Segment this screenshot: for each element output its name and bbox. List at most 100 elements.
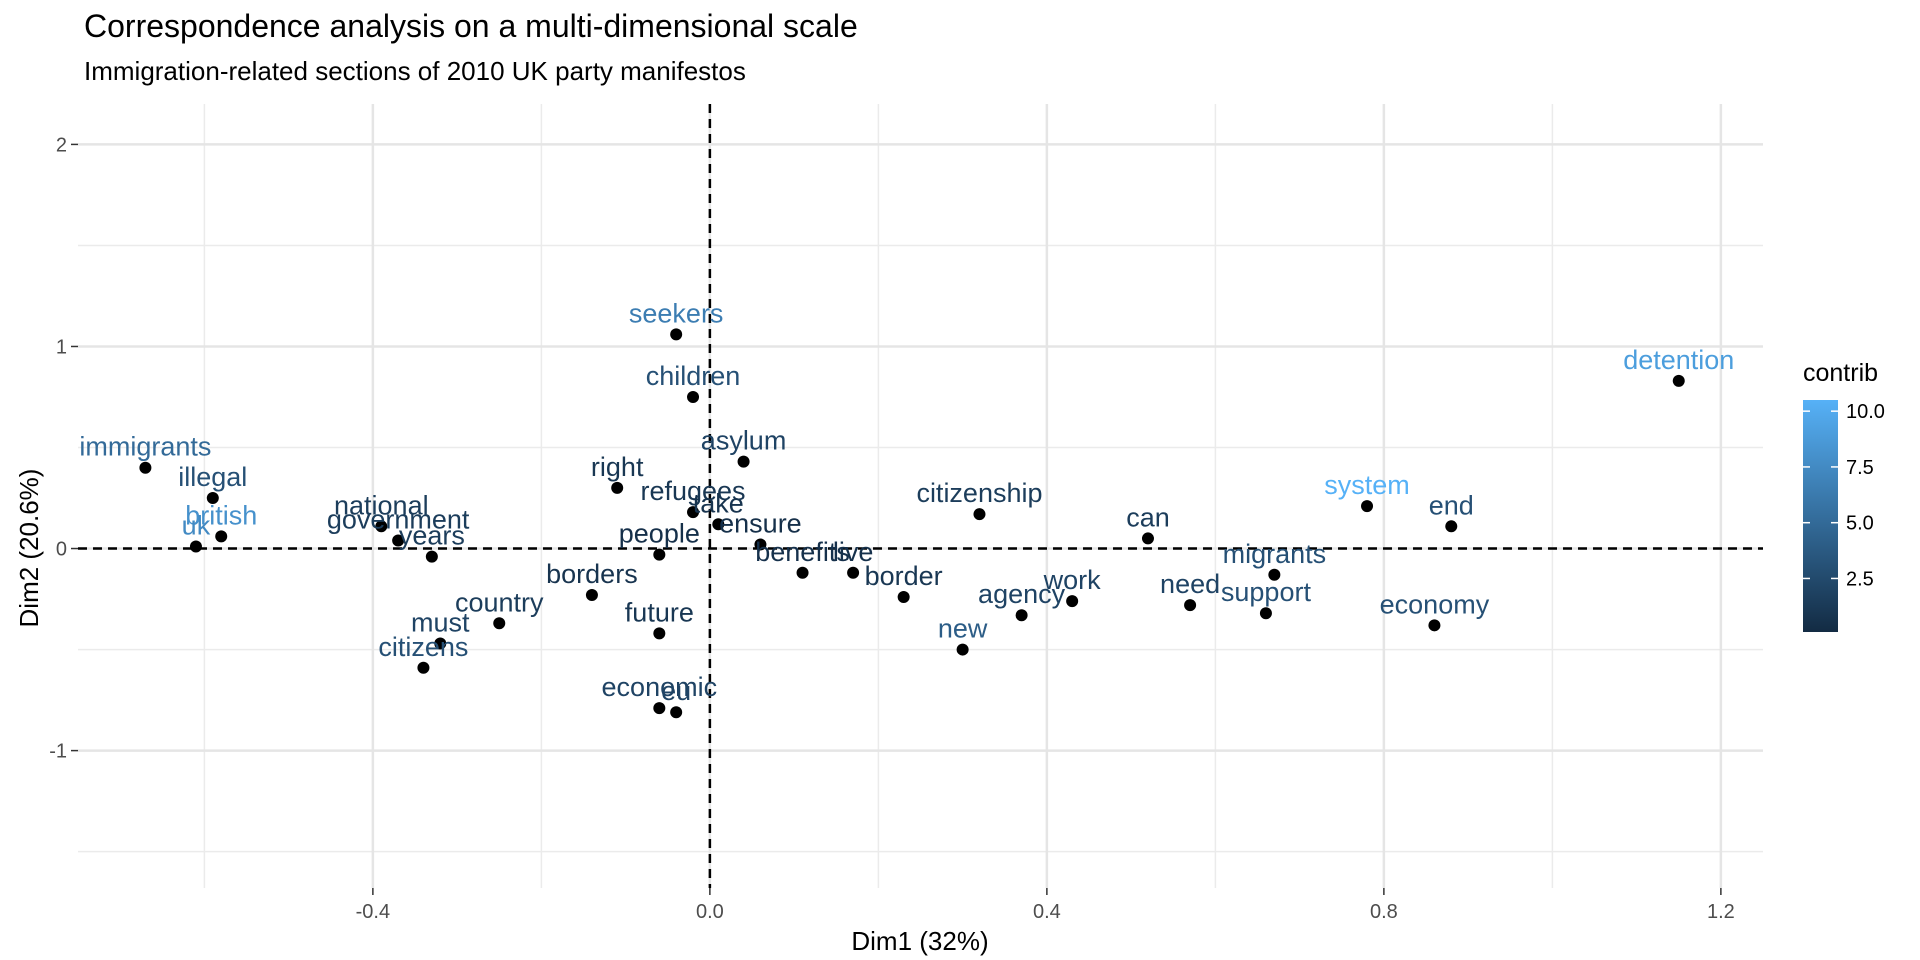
x-tick-label: 0.4 xyxy=(1033,901,1061,923)
point-label-future: future xyxy=(625,597,694,627)
point-label-detention: detention xyxy=(1623,345,1734,375)
x-tick-label: -0.4 xyxy=(356,901,390,923)
point-label-agency: agency xyxy=(978,579,1066,609)
data-point-refugees xyxy=(687,506,700,519)
legend-title: contrib xyxy=(1803,359,1878,387)
point-label-seekers: seekers xyxy=(629,298,724,328)
point-label-borders: borders xyxy=(546,559,638,589)
legend: contrib 10.0 7.5 5.0 2.5 xyxy=(1803,359,1885,632)
point-label-benefits: benefits xyxy=(755,537,850,567)
data-point-take xyxy=(712,518,725,531)
axes: -0.4 0.0 0.4 0.8 1.2 -1 0 1 2 xyxy=(49,104,1763,923)
data-point-immigrants xyxy=(139,461,152,474)
point-label-uk: uk xyxy=(182,511,211,541)
point-label-years: years xyxy=(399,521,465,551)
point-label-new: new xyxy=(938,614,988,644)
data-point-country xyxy=(493,617,506,630)
data-point-detention xyxy=(1672,374,1685,387)
y-tick-label: -1 xyxy=(49,741,67,763)
data-point-eu xyxy=(670,706,683,719)
point-label-eu: eu xyxy=(661,676,691,706)
data-point-people xyxy=(653,548,666,561)
point-label-citizenship: citizenship xyxy=(916,478,1042,508)
legend-tick-label: 5.0 xyxy=(1846,513,1874,535)
point-label-economic: economic xyxy=(602,672,718,702)
grid xyxy=(78,104,1763,888)
data-point-economy xyxy=(1428,619,1441,632)
y-axis-title: Dim2 (20.6%) xyxy=(14,469,44,628)
legend-ticks: 10.0 7.5 5.0 2.5 xyxy=(1803,401,1885,590)
data-point-live xyxy=(847,566,860,579)
data-point-uk xyxy=(189,540,202,553)
data-point-citizens xyxy=(417,661,430,674)
data-point-agency xyxy=(1015,609,1028,622)
point-label-support: support xyxy=(1221,577,1312,607)
point-label-work: work xyxy=(1043,565,1102,595)
y-tick-label: 2 xyxy=(56,134,67,156)
point-label-economy: economy xyxy=(1380,589,1490,619)
data-point-economic xyxy=(653,702,666,715)
point-label-refugees: refugees xyxy=(640,476,745,506)
data-point-seekers xyxy=(670,328,683,341)
point-label-people: people xyxy=(619,519,700,549)
point-label-children: children xyxy=(646,361,741,391)
data-point-years xyxy=(425,550,438,563)
point-label-asylum: asylum xyxy=(701,426,787,456)
data-point-must xyxy=(434,637,447,650)
legend-tick-label: 7.5 xyxy=(1846,457,1874,479)
data-point-future xyxy=(653,627,666,640)
data-point-benefits xyxy=(796,566,809,579)
data-point-illegal xyxy=(206,492,219,505)
data-point-can xyxy=(1141,532,1154,545)
chart-title: Correspondence analysis on a multi-dimen… xyxy=(84,8,858,44)
data-point-british xyxy=(215,530,228,543)
point-label-national: national xyxy=(334,490,429,520)
data-point-support xyxy=(1259,607,1272,620)
legend-colorbar xyxy=(1803,400,1838,632)
point-label-right: right xyxy=(591,452,644,482)
data-point-new xyxy=(956,643,969,656)
x-tick-label: 0.8 xyxy=(1370,901,1398,923)
point-label-ensure: ensure xyxy=(719,508,802,538)
point-label-immigrants: immigrants xyxy=(79,432,211,462)
data-point-right xyxy=(611,481,624,494)
legend-tick-label: 10.0 xyxy=(1846,401,1885,423)
point-label-take: take xyxy=(693,488,744,518)
point-label-migrants: migrants xyxy=(1223,539,1327,569)
x-axis-title: Dim1 (32%) xyxy=(851,926,988,956)
chart-subtitle: Immigration-related sections of 2010 UK … xyxy=(84,56,746,86)
legend-tick-label: 2.5 xyxy=(1846,568,1874,590)
data-point-border xyxy=(897,591,910,604)
data-points xyxy=(139,328,1685,719)
point-label-end: end xyxy=(1429,490,1474,520)
point-label-british: british xyxy=(185,500,257,530)
data-point-end xyxy=(1445,520,1458,533)
x-tick-label: 1.2 xyxy=(1707,901,1735,923)
point-label-border: border xyxy=(865,561,943,591)
data-point-asylum xyxy=(737,455,750,468)
point-label-must: must xyxy=(411,608,470,638)
data-point-ensure xyxy=(754,538,767,551)
y-tick-label: 1 xyxy=(56,336,67,358)
data-point-government xyxy=(392,534,405,547)
point-label-government: government xyxy=(327,504,470,534)
x-tick-label: 0.0 xyxy=(696,901,724,923)
point-label-need: need xyxy=(1160,569,1220,599)
point-label-citizens: citizens xyxy=(378,632,468,662)
point-label-illegal: illegal xyxy=(178,462,247,492)
data-point-migrants xyxy=(1268,568,1281,581)
data-point-system xyxy=(1361,500,1374,513)
point-label-can: can xyxy=(1126,502,1170,532)
data-point-need xyxy=(1184,599,1197,612)
data-point-children xyxy=(687,390,700,403)
data-point-national xyxy=(375,520,388,533)
data-point-citizenship xyxy=(973,508,986,521)
point-label-country: country xyxy=(455,587,544,617)
data-point-work xyxy=(1066,595,1079,608)
point-label-system: system xyxy=(1324,470,1410,500)
y-tick-label: 0 xyxy=(56,539,67,561)
data-point-borders xyxy=(585,589,598,602)
point-labels: seekerschildrenasylumrightrefugeestakeen… xyxy=(79,298,1734,706)
point-label-live: live xyxy=(833,537,874,567)
